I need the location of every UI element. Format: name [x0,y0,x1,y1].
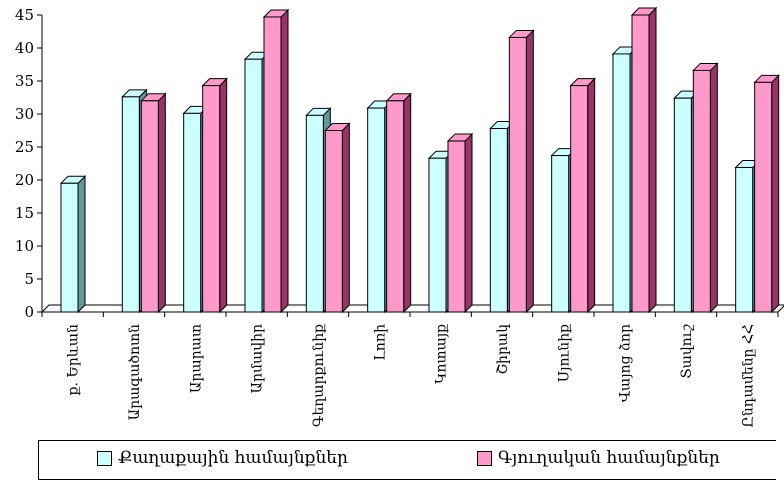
x-category-label: Սյունիք [556,324,572,382]
y-tick-label: 5 [24,270,34,288]
y-tick-label: 40 [15,39,34,57]
bar-rural [508,29,535,314]
bar-rural [385,92,412,314]
legend-swatch-urban [97,450,112,466]
y-tick-label: 30 [15,105,34,123]
legend-swatch-rural [477,450,492,466]
x-category-label: Արարատ [188,324,204,393]
bar-chart: 0 5 10 15 20 25 30 35 40 45 ք. Երևան Արագածոտն Արարա… [15,6,784,427]
x-category-label: ք. Երևան [66,324,82,395]
x-category-label: Արմավիր [250,324,266,393]
bar-rural [446,132,474,314]
legend-item-urban: Քաղաքային համայնքներ [97,448,348,468]
bar-rural [753,74,780,314]
x-category-label: Շիրակ [495,324,511,375]
y-tick-label: 25 [15,138,34,156]
bar-rural [201,77,228,314]
bar-rural [324,122,351,314]
y-tick-label: 15 [15,204,34,222]
y-tick-label: 20 [15,171,34,189]
y-tick-label: 45 [15,6,34,24]
x-category-label: Գեղարքունիք [311,324,327,427]
legend-label-rural: Գյուղական համայնքներ [498,448,720,468]
x-category-label: Վայոց ձոր [618,324,634,402]
bar-rural [262,8,290,314]
bar-rural [569,77,596,314]
x-category-label: Ընդամենը ՀՀ [740,324,756,427]
legend-item-rural: Գյուղական համայնքներ [477,448,720,468]
bar-rural [692,62,719,314]
x-category-label: Տավուշ [679,323,695,378]
x-category-label: Լոռի [372,324,388,361]
bar-rural [630,6,658,314]
x-category-label: Արագածոտն [127,324,143,420]
y-tick-label: 0 [24,303,34,321]
bar-urban [59,175,87,314]
legend-label-urban: Քաղաքային համայնքներ [118,448,348,468]
bar-rural [140,92,167,314]
y-tick-label: 10 [15,237,34,255]
y-tick-label: 35 [15,72,34,90]
legend: Քաղաքային համայնքներ Գյուղական համայնքնե… [38,440,776,480]
x-category-label: Կոտայք [434,324,450,384]
